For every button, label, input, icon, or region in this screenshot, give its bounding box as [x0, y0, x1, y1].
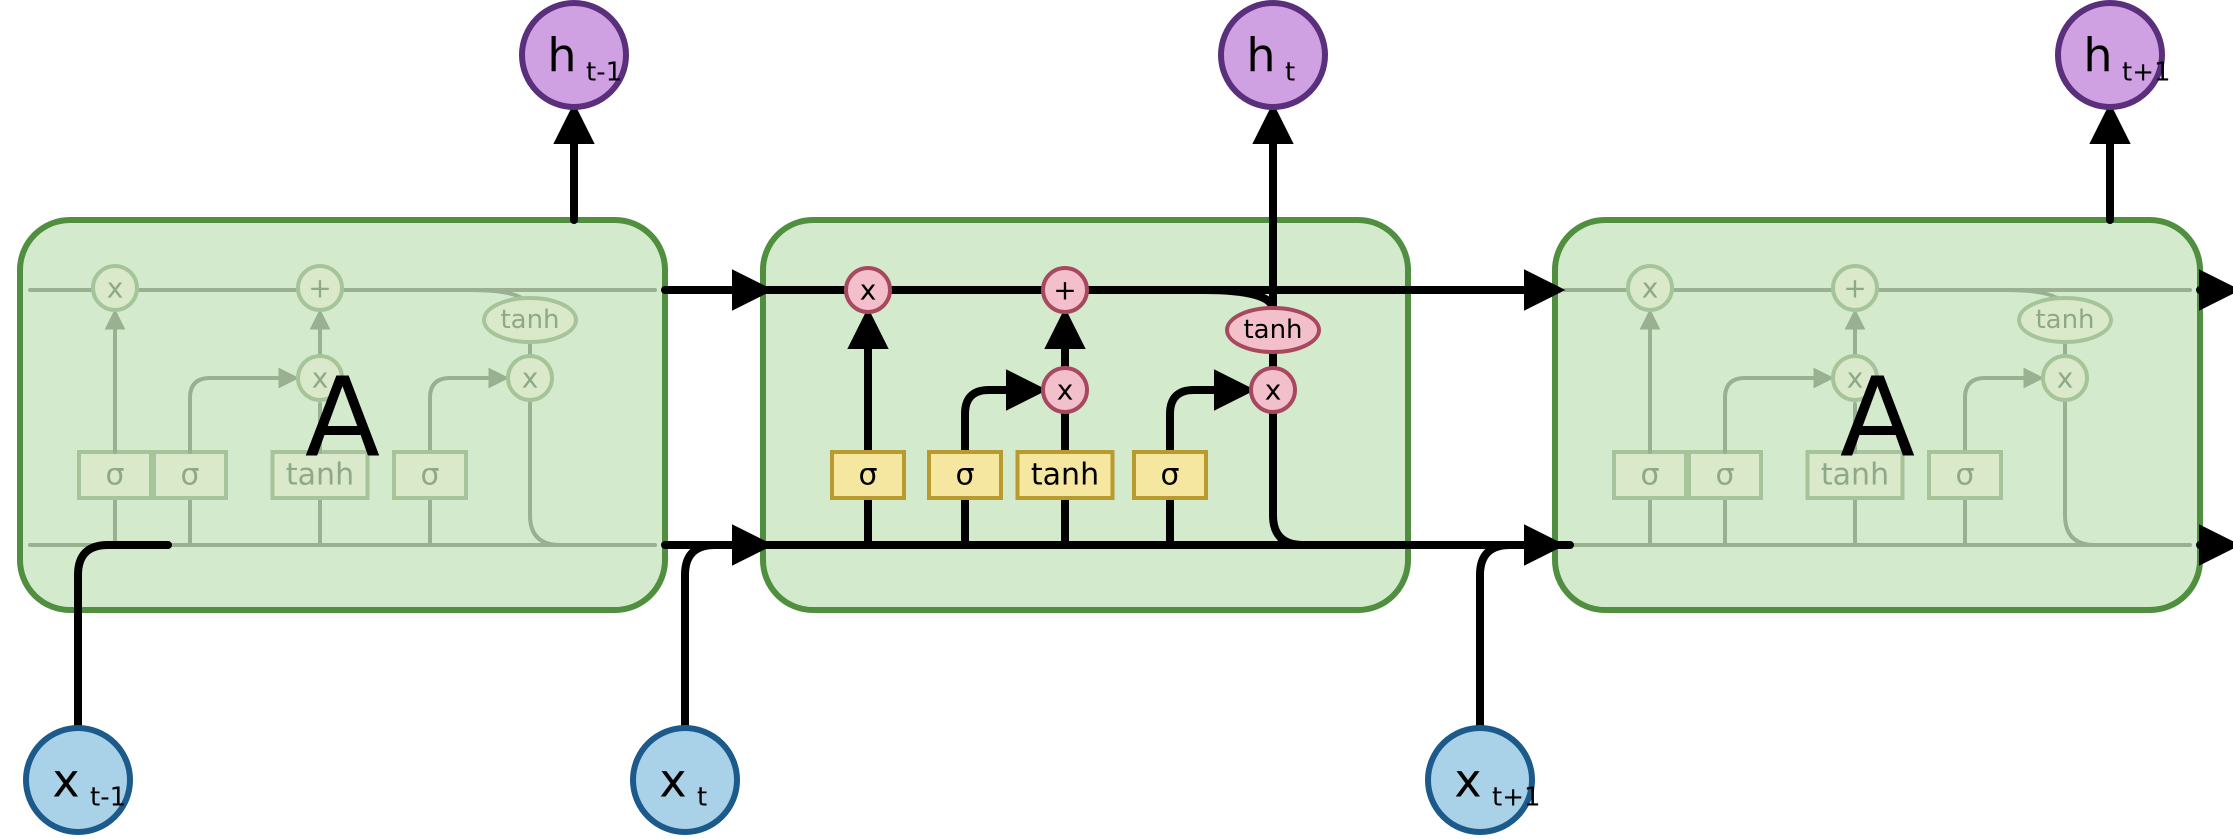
mult-faded: x [2043, 356, 2087, 400]
svg-text:tanh: tanh [2035, 305, 2094, 335]
forget-gate: σ [832, 452, 904, 498]
svg-text:t+1: t+1 [2122, 58, 2171, 88]
svg-text:x: x [1265, 374, 1282, 407]
add-faded: + [298, 266, 342, 310]
output-h-0: h t-1 [522, 3, 626, 107]
svg-text:h: h [2083, 29, 2112, 83]
svg-text:h: h [1246, 29, 1275, 83]
gate-label: tanh [1031, 458, 1099, 493]
tanh-output: tanh [1227, 308, 1319, 352]
gate-label: σ [858, 458, 877, 493]
sigma-gate-faded: σ [394, 452, 466, 498]
svg-text:x: x [52, 754, 79, 808]
svg-text:x: x [1454, 754, 1481, 808]
gate-label: σ [1160, 458, 1179, 493]
svg-text:t: t [1285, 58, 1295, 88]
gate-label: σ [105, 458, 124, 493]
candidate-gate: tanh [1018, 452, 1113, 498]
gate-label: σ [1640, 458, 1659, 493]
cell-label-A-right: A [1840, 353, 1915, 481]
svg-text:x: x [860, 274, 877, 307]
svg-text:t-1: t-1 [586, 58, 622, 88]
mult-input: x [1043, 368, 1087, 412]
svg-text:x: x [522, 362, 539, 395]
mult-forget: x [846, 268, 890, 312]
gate-label: σ [1715, 458, 1734, 493]
svg-text:x: x [1057, 374, 1074, 407]
gate-label: σ [1955, 458, 1974, 493]
svg-text:x: x [2057, 362, 2074, 395]
tanh-faded: tanh [2019, 298, 2111, 342]
gate-label: σ [420, 458, 439, 493]
svg-text:x: x [1642, 272, 1659, 305]
svg-text:h: h [547, 29, 576, 83]
gate-label: σ [180, 458, 199, 493]
mult-faded: x [508, 356, 552, 400]
add-cellstate: + [1043, 268, 1087, 312]
svg-text:t: t [697, 783, 707, 813]
output-h-2: h t+1 [2058, 3, 2171, 107]
svg-text:t-1: t-1 [90, 783, 126, 813]
sigma-gate-faded: σ [79, 452, 151, 498]
cell-label-A-left: A [305, 353, 380, 481]
svg-text:tanh: tanh [1243, 315, 1302, 345]
svg-text:t+1: t+1 [1492, 783, 1541, 813]
svg-text:tanh: tanh [500, 305, 559, 335]
svg-text:+: + [1053, 274, 1076, 307]
sigma-gate-faded: σ [1614, 452, 1686, 498]
lstm-diagram: σσσtanhx+xxtanhσσσσtanhx+xxtanhσσσtanhσx… [0, 0, 2233, 839]
svg-text:x: x [659, 754, 686, 808]
input-x-2: x t+1 [1428, 728, 1541, 832]
output-h-1: ht [1221, 3, 1325, 107]
sigma-gate-faded: σ [154, 452, 226, 498]
input-x-0: x t-1 [26, 728, 130, 832]
output-gate: σ [1134, 452, 1206, 498]
gate-label: σ [955, 458, 974, 493]
mult-faded: x [93, 266, 137, 310]
input-x-1: xt [633, 728, 737, 832]
sigma-gate-faded: σ [1689, 452, 1761, 498]
svg-text:+: + [308, 272, 331, 305]
add-faded: + [1833, 266, 1877, 310]
mult-faded: x [1628, 266, 1672, 310]
svg-text:x: x [107, 272, 124, 305]
sigma-gate-faded: σ [1929, 452, 2001, 498]
tanh-faded: tanh [484, 298, 576, 342]
mult-output: x [1251, 368, 1295, 412]
input-gate: σ [929, 452, 1001, 498]
svg-text:+: + [1843, 272, 1866, 305]
